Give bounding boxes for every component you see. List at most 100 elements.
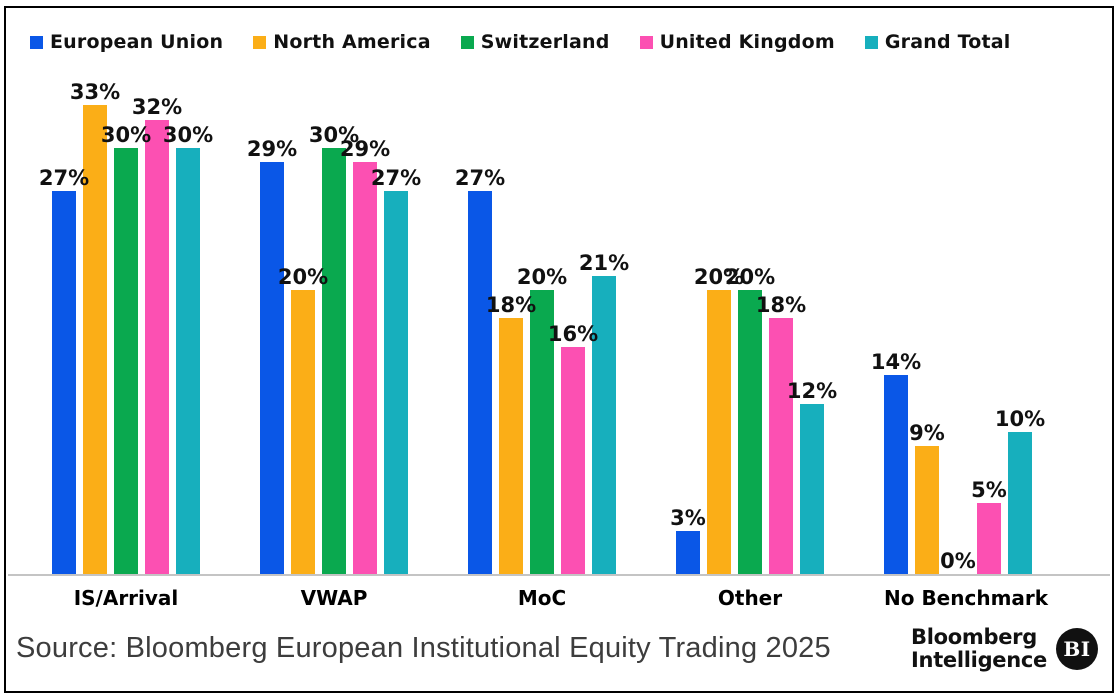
- bar-cluster: 14% 9% 0% 5% 10%: [871, 62, 1045, 574]
- bar-cell: 27%: [455, 167, 505, 574]
- bar: [260, 162, 284, 574]
- bar: [530, 290, 554, 574]
- bar-cell: 30%: [163, 124, 213, 574]
- bar: [592, 275, 616, 574]
- category-axis-label: VWAP: [300, 586, 368, 610]
- bar-cell: 21%: [579, 252, 629, 574]
- legend-label: European Union: [50, 31, 224, 53]
- bar: [145, 119, 169, 574]
- bar: [291, 290, 315, 574]
- bar: [676, 531, 700, 574]
- bar-cell: 3%: [670, 507, 706, 574]
- bar-cell: 27%: [39, 167, 89, 574]
- category-group: 29% 20% 30% 29% 27% VWAP: [247, 62, 421, 610]
- legend: European Union North America Switzerland Un…: [6, 8, 1112, 60]
- bar-value-label: 33%: [69, 80, 121, 105]
- logo-text: Bloomberg Intelligence: [911, 626, 1047, 671]
- bar: [707, 290, 731, 574]
- bar-cell: 5%: [971, 479, 1007, 574]
- bar-value-label: 20%: [277, 264, 329, 289]
- category-group: 27% 33% 30% 32% 30% IS/Arrival: [39, 62, 213, 610]
- bar: [977, 503, 1001, 574]
- legend-item: Switzerland: [460, 31, 610, 53]
- bar-value-label: 20%: [724, 264, 776, 289]
- category-axis-label: MoC: [517, 586, 567, 610]
- bar: [176, 148, 200, 574]
- bar-value-label: 30%: [162, 122, 214, 147]
- bar-value-label: 30%: [100, 122, 152, 147]
- bar-value-label: 0%: [940, 548, 976, 573]
- category-group: 14% 9% 0% 5% 10% No Benchmark: [871, 62, 1049, 610]
- bar-value-label: 3%: [670, 506, 706, 531]
- bar-value-label: 29%: [246, 137, 298, 162]
- category-axis-label: Other: [717, 586, 783, 610]
- bar-cell: 29%: [340, 138, 390, 574]
- bar-value-label: 20%: [516, 264, 568, 289]
- bar-cell: 16%: [548, 323, 598, 574]
- bar-value-label: 14%: [870, 350, 922, 375]
- bar-cell: 20%: [694, 266, 744, 574]
- bar: [114, 148, 138, 574]
- legend-item: United Kingdom: [639, 31, 835, 53]
- bar: [83, 105, 107, 574]
- bar-value-label: 21%: [578, 250, 630, 275]
- plot-area: 27% 33% 30% 32% 30% IS/Arrival 29% 20% 30% 29% 27%…: [6, 62, 1112, 610]
- bar-value-label: 18%: [485, 293, 537, 318]
- bar-cluster: 29% 20% 30% 29% 27%: [247, 62, 421, 574]
- bi-badge-icon: BI: [1056, 627, 1098, 670]
- bar-cell: 20%: [517, 266, 567, 574]
- bar-value-label: 5%: [971, 477, 1007, 502]
- bar-cluster: 3% 20% 20% 18% 12%: [670, 62, 837, 574]
- bar-cell: 30%: [309, 124, 359, 574]
- bar-value-label: 32%: [131, 94, 183, 119]
- bar-value-label: 30%: [308, 122, 360, 147]
- category-axis-label: IS/Arrival: [73, 586, 179, 610]
- legend-item: Grand Total: [864, 31, 1011, 53]
- x-axis-line: [8, 574, 1110, 576]
- legend-item: North America: [253, 31, 431, 53]
- logo-line1: Bloomberg: [911, 625, 1037, 649]
- chart-frame: European Union North America Switzerland Un…: [4, 6, 1114, 693]
- legend-swatch-icon: [460, 35, 474, 49]
- bar-value-label: 20%: [693, 264, 745, 289]
- bar-cell: 29%: [247, 138, 297, 574]
- bar: [800, 403, 824, 574]
- bar: [322, 148, 346, 574]
- footer: Source: Bloomberg European Institutional…: [6, 626, 1112, 671]
- bar-cell: 10%: [995, 408, 1045, 574]
- bar: [384, 190, 408, 574]
- logo-line2: Intelligence: [911, 647, 1047, 672]
- bar-cluster: 27% 33% 30% 32% 30%: [39, 62, 213, 574]
- legend-swatch-icon: [30, 35, 43, 49]
- legend-label: Grand Total: [884, 31, 1011, 53]
- legend-label: Switzerland: [480, 31, 610, 53]
- bar: [884, 375, 908, 574]
- bar-cell: 30%: [101, 124, 151, 574]
- legend-label: North America: [273, 31, 431, 53]
- bar: [769, 318, 793, 574]
- bar-cell: 20%: [725, 266, 775, 574]
- bar-cell: 0%: [940, 550, 976, 574]
- bar: [561, 346, 585, 574]
- bar-cell: 33%: [70, 81, 120, 574]
- bar-value-label: 27%: [370, 165, 422, 190]
- bar-cell: 32%: [132, 96, 182, 574]
- bar: [52, 190, 76, 574]
- bar-cell: 27%: [371, 167, 421, 574]
- bar-value-label: 18%: [755, 293, 807, 318]
- legend-item: European Union: [30, 31, 223, 53]
- category-group: 27% 18% 20% 16% 21% MoC: [455, 62, 629, 610]
- bar-cell: 18%: [756, 294, 806, 574]
- bar: [738, 290, 762, 574]
- bar-cluster: 27% 18% 20% 16% 21%: [455, 62, 629, 574]
- source-text: Source: Bloomberg European Institutional…: [16, 632, 831, 665]
- bloomberg-intelligence-logo: Bloomberg Intelligence BI: [911, 626, 1098, 671]
- bar-cell: 20%: [278, 266, 328, 574]
- category-axis-label: No Benchmark: [884, 586, 1049, 610]
- bar-cell: 18%: [486, 294, 536, 574]
- bar-value-label: 27%: [454, 165, 506, 190]
- bar-value-label: 10%: [994, 406, 1046, 431]
- bar: [915, 446, 939, 574]
- bar: [1008, 432, 1032, 574]
- bar-value-label: 27%: [38, 165, 90, 190]
